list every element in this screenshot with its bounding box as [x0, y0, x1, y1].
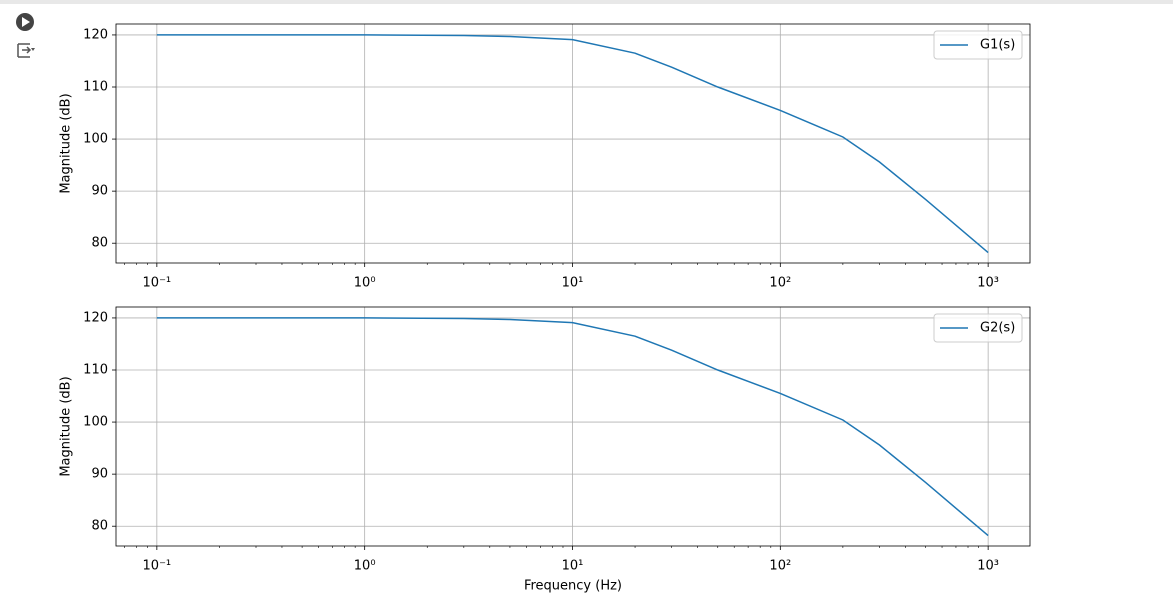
y-tick-label: 90 — [91, 184, 108, 199]
x-axis-label: Frequency (Hz) — [524, 579, 622, 594]
plot-area — [116, 307, 1030, 546]
x-tick-label: 10³ — [977, 276, 999, 291]
legend: G2(s) — [933, 313, 1023, 343]
legend-label: G2(s) — [980, 321, 1015, 336]
y-tick-label: 80 — [91, 519, 108, 534]
x-tick-label: 10⁻¹ — [143, 276, 172, 291]
plot-area — [116, 24, 1030, 263]
y-tick-label: 120 — [83, 27, 108, 42]
x-tick-label: 10¹ — [562, 276, 584, 291]
axes-frame — [115, 306, 1031, 547]
y-tick-label: 90 — [91, 467, 108, 482]
x-tick-label: 10³ — [977, 559, 999, 574]
y-tick-label: 100 — [83, 132, 108, 147]
output-toggle[interactable] — [17, 43, 35, 58]
series-line — [156, 34, 989, 254]
run-button[interactable] — [16, 13, 34, 31]
top-bar — [0, 0, 1173, 4]
series-line — [156, 317, 989, 537]
axes-frame — [115, 23, 1031, 264]
y-tick-label: 100 — [83, 415, 108, 430]
x-tick-label: 10⁰ — [354, 276, 376, 291]
y-tick-label: 80 — [91, 236, 108, 251]
y-axis-label: Magnitude (dB) — [59, 93, 74, 193]
legend: G1(s) — [933, 30, 1023, 60]
legend-box — [933, 313, 1023, 343]
y-tick-label: 110 — [83, 80, 108, 95]
x-tick-label: 10⁰ — [354, 559, 376, 574]
y-axis-label: Magnitude (dB) — [59, 376, 74, 476]
x-tick-label: 10⁻¹ — [143, 559, 172, 574]
x-tick-label: 10² — [769, 276, 791, 291]
legend-label: G1(s) — [980, 38, 1015, 53]
y-tick-label: 110 — [83, 363, 108, 378]
x-tick-label: 10¹ — [562, 559, 584, 574]
x-tick-label: 10² — [769, 559, 791, 574]
legend-box — [933, 30, 1023, 60]
y-tick-label: 120 — [83, 310, 108, 325]
